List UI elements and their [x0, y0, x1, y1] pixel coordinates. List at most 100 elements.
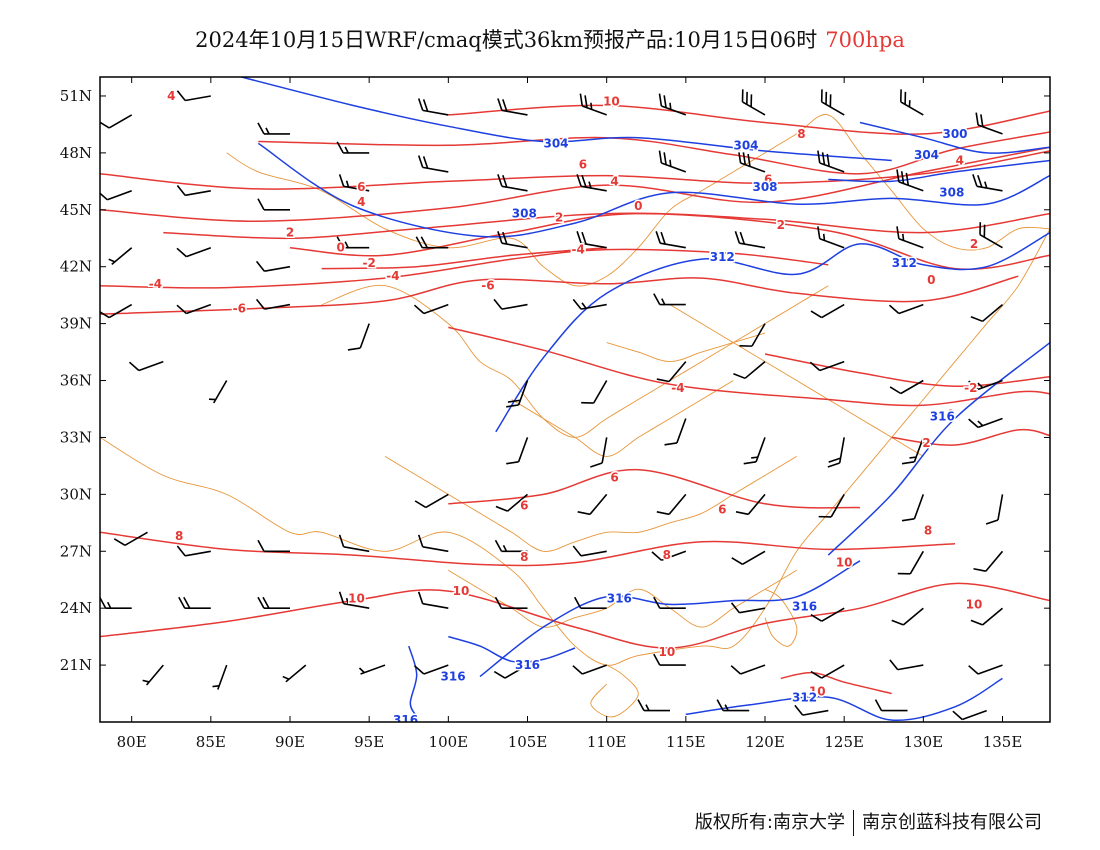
- title-text: 2024年10月15日WRF/cmaq模式36km预报产品:10月15日06时: [195, 28, 818, 52]
- temperature-contour-label: 10: [836, 556, 853, 570]
- height-contour-label: 308: [512, 207, 537, 221]
- wind-barb: [817, 226, 845, 249]
- temperature-contour-label: 6: [520, 499, 528, 513]
- contour-labels: 108866644442222000-2-4-4-4-6-6-4-4-22666…: [147, 87, 984, 722]
- height-contour-label: 316: [607, 592, 632, 606]
- temperature-contour-line: [289, 212, 1050, 271]
- temperature-contour-label: 8: [734, 140, 742, 154]
- temperature-contour-line: [448, 326, 1050, 407]
- wind-barb: [417, 534, 449, 553]
- temperature-contour-label: 10: [809, 685, 826, 699]
- height-contour-line: [685, 677, 1003, 722]
- wind-barb: [415, 236, 449, 249]
- temperature-contour-line: [448, 468, 861, 509]
- temperature-contours: [100, 104, 1050, 695]
- wind-barb: [113, 531, 148, 546]
- temperature-contour-line: [764, 353, 1050, 387]
- temperature-contour-label: 6: [764, 172, 772, 186]
- wind-barb: [493, 298, 528, 310]
- temperature-contour-label: 8: [175, 529, 183, 543]
- wind-barb: [577, 493, 608, 516]
- temperature-contour-label: 6: [718, 503, 726, 517]
- wind-barb: [506, 437, 529, 465]
- wind-barb: [176, 303, 212, 315]
- temperature-contour-label: 10: [966, 597, 983, 611]
- wind-barb: [178, 596, 211, 610]
- wind-barb: [336, 141, 370, 154]
- height-contour-line: [479, 560, 861, 678]
- temperature-contour-label: 8: [663, 548, 671, 562]
- height-contour-line: [828, 159, 1050, 183]
- wind-barb: [809, 360, 845, 372]
- y-tick-label: 30N: [60, 485, 92, 503]
- wind-barb: [338, 534, 370, 553]
- wind-barb: [975, 112, 1003, 135]
- y-tick-label: 48N: [60, 144, 92, 162]
- wind-barb: [716, 699, 750, 712]
- temperature-contour-label: 0: [927, 273, 935, 287]
- wind-barb: [741, 89, 766, 116]
- temperature-contour-label: 4: [357, 195, 365, 209]
- height-contour-line: [859, 121, 1050, 154]
- x-tick-label: 110E: [587, 733, 627, 751]
- temperature-contour-label: 0: [336, 241, 344, 255]
- wind-barb: [970, 303, 1004, 323]
- y-tick-label: 27N: [60, 542, 92, 560]
- wind-barb: [810, 303, 845, 319]
- x-tick-label: 135E: [983, 733, 1023, 751]
- height-contour-label: 304: [914, 148, 939, 162]
- wind-barb: [581, 380, 608, 404]
- wind-barb: [212, 664, 228, 690]
- temperature-contour-label: 2: [777, 218, 785, 232]
- wind-barb: [733, 360, 766, 380]
- wind-barb: [899, 89, 924, 116]
- wind-barb: [576, 231, 607, 249]
- temperature-contour-line: [100, 248, 829, 289]
- wind-barb: [497, 231, 528, 249]
- temperature-contour-line: [100, 150, 1050, 190]
- boundary-line: [669, 304, 924, 457]
- height-contour-line: [238, 77, 892, 162]
- y-tick-label: 42N: [60, 258, 92, 276]
- wind-barb: [572, 664, 607, 675]
- temperature-contour-label: 8: [924, 523, 932, 537]
- height-contour-label: 316: [441, 669, 466, 683]
- wind-barb: [655, 231, 686, 249]
- wind-barb: [968, 417, 1003, 429]
- height-contour-label: 308: [939, 186, 964, 200]
- wind-barb: [827, 437, 845, 468]
- wind-barb: [417, 591, 449, 609]
- temperature-contour-label: -4: [386, 269, 399, 283]
- wind-barb: [970, 607, 1004, 626]
- temperature-contour-label: 6: [610, 470, 618, 484]
- temperature-contour-label: 4: [956, 153, 964, 167]
- height-contour-line: [827, 342, 1050, 556]
- height-contour-line: [408, 645, 418, 717]
- wind-barb: [874, 699, 908, 712]
- temperature-contour-line: [321, 246, 607, 270]
- wind-barb: [495, 493, 529, 512]
- temperature-contour-label: -2: [362, 256, 375, 270]
- wind-barb: [658, 150, 687, 173]
- temperature-contour-label: 2: [286, 226, 294, 240]
- footer-separator: [853, 810, 854, 836]
- wind-barb: [818, 493, 845, 518]
- wind-barb: [896, 169, 924, 192]
- temperature-contour-label: -4: [571, 243, 584, 257]
- x-tick-label: 80E: [117, 733, 147, 751]
- wind-barb: [901, 437, 925, 465]
- height-contour-label: 312: [892, 256, 917, 270]
- wind-barb: [338, 591, 370, 609]
- temperature-contour-label: 10: [348, 592, 365, 606]
- wind-barb: [897, 550, 924, 575]
- wind-barb: [100, 190, 132, 201]
- temperature-contour-label: 10: [453, 584, 470, 598]
- y-tick-label: 39N: [60, 315, 92, 333]
- x-tick-label: 120E: [745, 733, 785, 751]
- x-tick-label: 85E: [196, 733, 226, 751]
- wind-barb: [735, 493, 766, 516]
- temperature-contour-label: 8: [797, 127, 805, 141]
- height-contour-label: 316: [515, 658, 540, 672]
- wind-barb: [901, 494, 925, 522]
